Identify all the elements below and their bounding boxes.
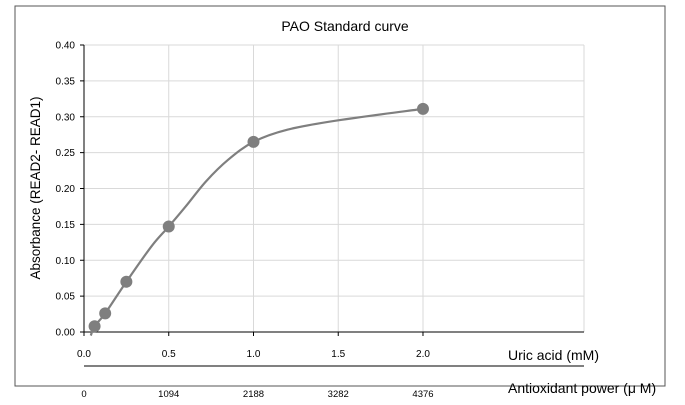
data-point [247,135,260,148]
data-point [88,320,101,333]
secondary-x-tick-label: 2188 [243,389,264,400]
secondary-x-tick-label: 3282 [328,389,349,400]
y-tick-label: 0.40 [56,41,76,52]
secondary-x-tick-label: 1094 [158,389,179,400]
x-tick-label: 2.0 [416,349,430,360]
y-tick-label: 0.15 [56,220,76,231]
chart-title: PAO Standard curve [281,18,409,34]
x-tick-label: 0.5 [162,349,176,360]
secondary-x-axis-label: Antioxidant power (μ M) [508,380,656,396]
secondary-x-tick-label: 0 [81,389,86,400]
chart-border [14,5,666,387]
y-tick-label: 0.25 [56,148,76,159]
y-axis-label: Absorbance (READ2- READ1) [28,96,43,279]
data-point [120,275,133,288]
grid-lines [84,44,585,332]
x-tick-label: 0.0 [77,349,91,360]
y-tick-label: 0.05 [56,292,76,303]
y-tick-label: 0.35 [56,76,76,87]
data-point [99,307,112,320]
data-points [88,102,429,333]
y-tick-label: 0.20 [56,184,76,195]
secondary-x-tick-label: 4376 [412,389,433,400]
tick-labels: 0.000.050.100.150.200.250.300.350.400.00… [56,41,434,401]
x-axis-label: Uric acid (mM) [508,347,599,363]
data-point [416,102,429,115]
x-tick-label: 1.5 [331,349,345,360]
x-tick-label: 1.0 [247,349,261,360]
data-point [162,220,175,233]
axes [80,44,584,367]
y-tick-label: 0.30 [56,112,76,123]
y-tick-label: 0.10 [56,256,76,267]
y-tick-label: 0.00 [56,328,76,339]
